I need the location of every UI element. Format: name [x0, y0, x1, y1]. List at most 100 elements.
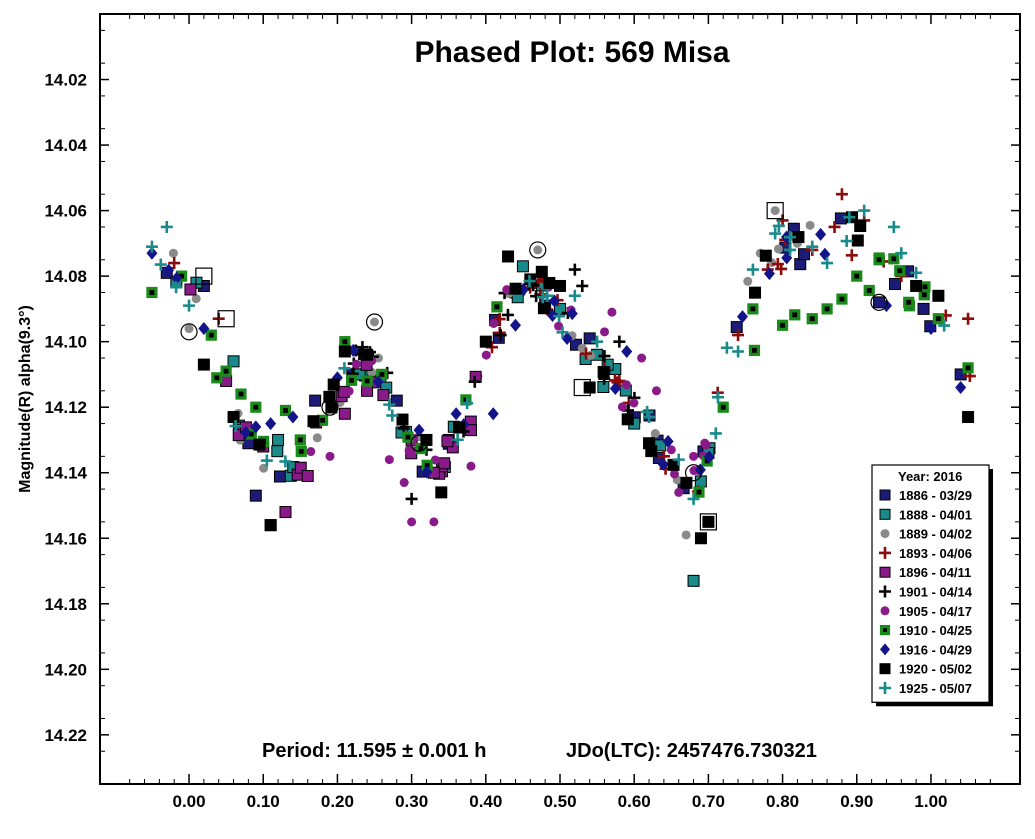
- data-point: [773, 244, 783, 254]
- data-point: [932, 313, 944, 325]
- data-point: [306, 447, 316, 457]
- open-square-marker: [195, 267, 213, 285]
- data-point: [583, 332, 596, 345]
- data-point: [843, 211, 856, 224]
- data-point: [168, 257, 181, 270]
- data-point: [858, 204, 871, 217]
- open-square-marker: [573, 378, 591, 397]
- data-point: [720, 341, 733, 354]
- legend-entry-label: 1889 - 04/02: [899, 527, 972, 542]
- data-point: [577, 343, 587, 353]
- data-point: [260, 454, 273, 467]
- data-point: [694, 475, 707, 488]
- data-point: [617, 402, 627, 412]
- y-tick-label: 14.02: [44, 71, 87, 90]
- data-point: [338, 345, 351, 358]
- data-point: [154, 258, 167, 271]
- data-point: [903, 296, 915, 308]
- legend-entry-label: 1886 - 03/29: [899, 488, 972, 503]
- data-point: [835, 188, 848, 201]
- data-point: [370, 317, 380, 327]
- data-point: [651, 386, 661, 396]
- data-point: [798, 248, 811, 261]
- data-point: [438, 457, 451, 470]
- open-circle-marker: [410, 434, 428, 452]
- data-point: [464, 424, 477, 437]
- data-point: [430, 455, 440, 465]
- data-point: [743, 276, 753, 286]
- data-point: [396, 413, 409, 426]
- data-point: [413, 423, 425, 437]
- data-point: [344, 386, 354, 396]
- x-tick-label: 0.30: [395, 792, 428, 811]
- data-point: [338, 362, 351, 375]
- data-point: [576, 279, 589, 292]
- data-point: [598, 350, 611, 363]
- data-point: [700, 438, 710, 448]
- data-point: [851, 234, 864, 247]
- data-point: [249, 489, 262, 502]
- y-tick-label: 14.18: [44, 595, 87, 614]
- data-point: [845, 249, 858, 262]
- open-circle-marker: [365, 313, 384, 331]
- x-tick-label: 1.00: [914, 792, 947, 811]
- data-point: [265, 417, 277, 431]
- data-point: [229, 420, 242, 433]
- data-point: [840, 235, 853, 248]
- data-point: [873, 254, 885, 266]
- data-point: [479, 335, 492, 348]
- data-point: [384, 455, 394, 465]
- data-point: [554, 321, 564, 331]
- data-point: [377, 389, 390, 402]
- data-point: [345, 374, 358, 386]
- data-point: [461, 397, 474, 410]
- legend-entry-label: 1896 - 04/11: [899, 565, 971, 580]
- chart-title: Phased Plot: 569 Misa: [414, 36, 729, 69]
- data-point: [680, 476, 693, 489]
- series-1886-03-29: [160, 212, 967, 532]
- legend-marker: [879, 546, 891, 559]
- period-annotation: Period: 11.595 ± 0.001 h: [262, 740, 486, 762]
- data-point: [776, 319, 789, 331]
- data-point: [168, 248, 178, 258]
- data-point: [736, 310, 748, 324]
- data-point: [667, 458, 680, 471]
- data-point: [748, 344, 761, 356]
- data-point: [481, 350, 491, 360]
- data-point: [674, 487, 684, 497]
- data-point: [250, 420, 262, 434]
- data-point: [509, 282, 522, 295]
- data-point: [783, 231, 796, 244]
- data-point: [327, 378, 340, 391]
- data-point: [339, 336, 351, 348]
- data-point: [451, 433, 464, 446]
- data-point: [954, 368, 967, 381]
- data-point: [402, 431, 414, 443]
- open-markers: [180, 201, 888, 531]
- data-point: [386, 409, 399, 422]
- data-point: [316, 414, 329, 426]
- data-point: [325, 451, 335, 461]
- data-point: [662, 434, 674, 448]
- data-point: [819, 247, 831, 261]
- data-point: [586, 350, 596, 360]
- data-point: [622, 380, 632, 390]
- x-tick-label: 0.40: [469, 792, 502, 811]
- data-point: [643, 437, 656, 450]
- open-square-marker: [217, 310, 235, 328]
- data-point: [491, 301, 503, 313]
- data-point: [613, 374, 626, 387]
- data-point: [711, 391, 724, 404]
- data-point: [493, 313, 506, 326]
- data-point: [759, 249, 772, 262]
- x-tick-label: 0.60: [618, 792, 651, 811]
- data-point: [509, 318, 521, 332]
- y-tick-label: 14.10: [44, 333, 87, 352]
- x-axis: 0.00 0.10 0.20 0.30 0.40 0.50 0.60 0.70 0.80 0.90…: [99, 14, 1021, 811]
- data-point: [301, 470, 314, 482]
- data-point: [361, 375, 373, 387]
- data-point: [523, 275, 536, 288]
- data-point: [501, 308, 514, 321]
- data-point: [294, 434, 306, 446]
